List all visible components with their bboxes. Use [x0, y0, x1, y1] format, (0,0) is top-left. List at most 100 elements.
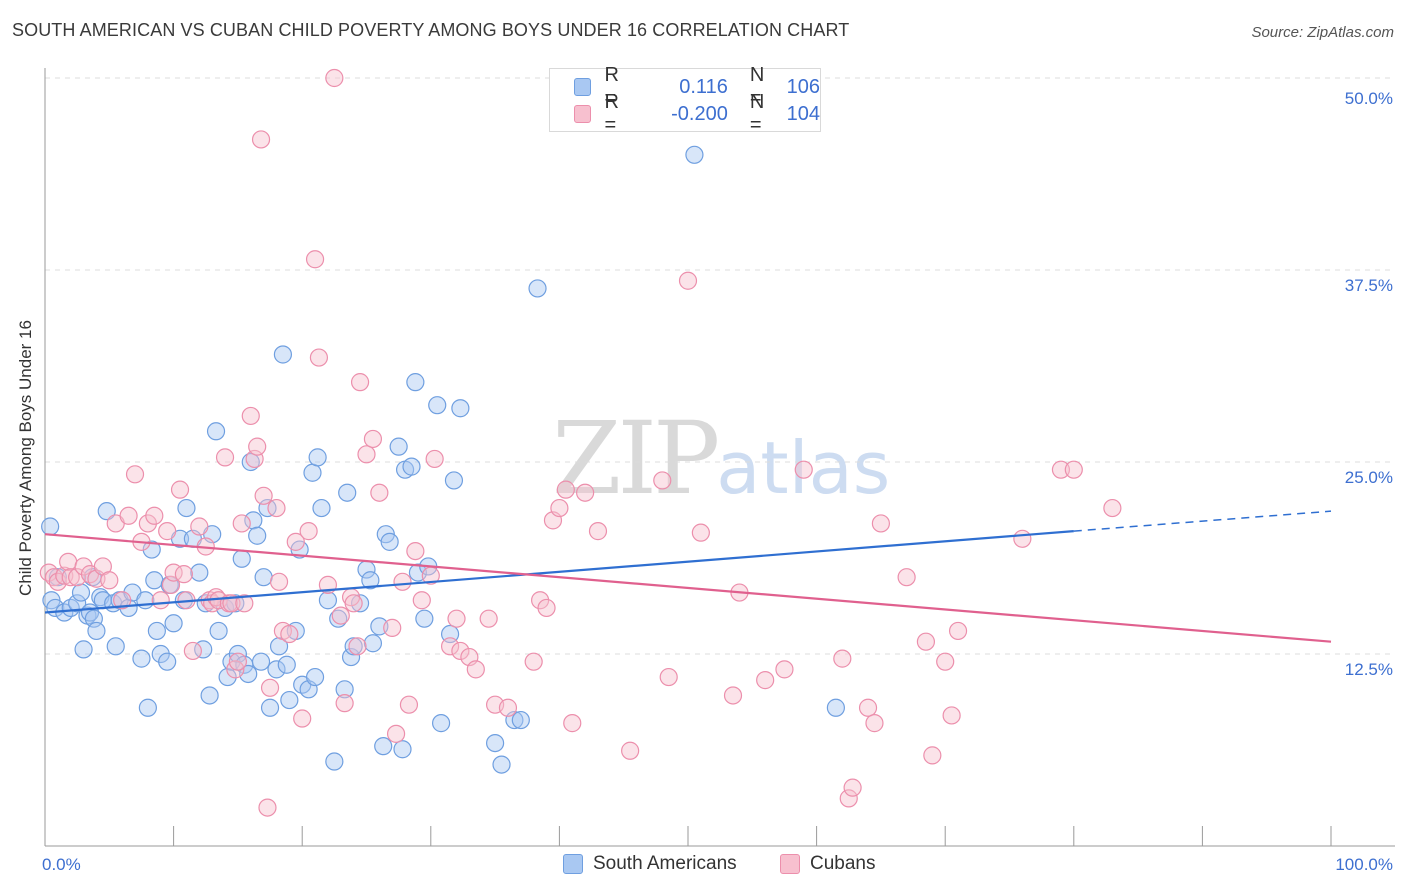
- south-american-point: [68, 594, 87, 613]
- cuban-point: [556, 480, 575, 499]
- cuban-point: [335, 694, 354, 713]
- cuban-point: [1103, 498, 1122, 518]
- south-american-point: [106, 637, 125, 656]
- cuban-point: [858, 698, 878, 717]
- south-american-point: [335, 680, 354, 699]
- cuban-point: [691, 523, 710, 542]
- cuban-point: [125, 465, 145, 484]
- cuban-point: [348, 637, 367, 656]
- watermark-zip: ZIP: [552, 400, 720, 517]
- cuban-point: [119, 506, 138, 525]
- blue-swatch-icon: [574, 78, 591, 96]
- y-axis-label: Child Poverty Among Boys Under 16: [16, 320, 35, 596]
- cuban-point: [386, 724, 406, 743]
- south-american-point: [200, 686, 219, 705]
- cuban-point: [916, 632, 936, 651]
- cuban-point: [794, 460, 813, 479]
- cuban-point: [1013, 529, 1032, 548]
- cuban-point: [370, 483, 389, 502]
- south-american-point: [444, 471, 464, 490]
- south-american-point: [492, 755, 511, 774]
- cuban-point: [113, 591, 132, 610]
- south-american-point: [344, 637, 363, 656]
- x-tick-label: 100.0%: [1335, 855, 1393, 874]
- cuban-point: [228, 652, 247, 671]
- cuban-point: [267, 498, 286, 518]
- cuban-point: [678, 271, 698, 290]
- bottom-legend-label: South Americans: [593, 853, 737, 874]
- cuban-point: [190, 517, 209, 536]
- cuban-point: [59, 552, 78, 571]
- cuban-point: [241, 406, 260, 426]
- south-american-point: [303, 463, 322, 482]
- south-american-point: [685, 145, 704, 164]
- cuban-point: [923, 746, 942, 765]
- y-tick-label: 25.0%: [1345, 468, 1393, 487]
- cuban-point: [466, 660, 485, 679]
- cuban-point: [325, 68, 344, 88]
- south-american-point: [41, 517, 60, 536]
- correlation-legend: R = 0.116 N = 106 R = -0.200 N = 104: [549, 64, 821, 136]
- cuban-point: [550, 498, 569, 518]
- south-american-point: [338, 483, 357, 502]
- south-american-point: [415, 609, 434, 628]
- south-american-point: [428, 396, 447, 415]
- cuban-point: [235, 594, 254, 613]
- cuban-point: [183, 641, 202, 661]
- cuban-point: [621, 741, 640, 760]
- cuban-point: [865, 714, 884, 733]
- south-american-point: [132, 649, 151, 668]
- x-tick-label: 0.0%: [42, 855, 81, 874]
- cuban-point: [659, 667, 678, 687]
- cuban-point: [251, 130, 271, 149]
- south-american-trendline-extension: [1073, 510, 1332, 532]
- cuban-trendline: [44, 533, 1332, 643]
- cuban-point: [576, 483, 595, 502]
- south-american-point: [341, 647, 361, 667]
- south-american-point: [451, 399, 470, 418]
- south-american-point: [826, 698, 845, 717]
- cuban-point: [215, 448, 235, 467]
- south-american-point: [305, 667, 325, 687]
- y-tick-label: 37.5%: [1345, 276, 1393, 295]
- cuban-point: [936, 652, 955, 671]
- south-american-point: [402, 457, 421, 476]
- south-american-point: [145, 571, 164, 590]
- legend-n-label: N =: [749, 64, 765, 109]
- south-american-point: [158, 652, 177, 671]
- south-american-point: [312, 498, 331, 518]
- south-american-point: [325, 752, 344, 771]
- cuban-point: [145, 506, 164, 525]
- cuban-point: [174, 565, 193, 584]
- south-american-point: [248, 526, 267, 545]
- cuban-point: [399, 695, 419, 714]
- cuban-point: [286, 532, 305, 551]
- south-american-point: [361, 571, 380, 590]
- cuban-point: [498, 698, 518, 717]
- pink-swatch-icon: [780, 854, 800, 874]
- pink-swatch-icon: [574, 105, 591, 123]
- cuban-point: [843, 778, 862, 797]
- bottom-legend-cubans: Cubans: [780, 851, 876, 877]
- legend-r-value: -0.200: [671, 102, 728, 125]
- south-american-point: [374, 737, 393, 756]
- cuban-point: [1064, 460, 1083, 479]
- south-american-point: [486, 733, 505, 753]
- south-american-point: [431, 714, 451, 733]
- south-american-point: [206, 422, 226, 441]
- south-american-point: [528, 279, 547, 298]
- south-american-point: [71, 583, 91, 602]
- south-american-point: [350, 594, 370, 613]
- cuban-point: [260, 678, 280, 697]
- south-american-point: [393, 740, 412, 759]
- cuban-point: [100, 571, 119, 590]
- cuban-point: [232, 514, 251, 533]
- cuban-point: [299, 522, 318, 541]
- cuban-point: [344, 594, 363, 613]
- cuban-point: [588, 522, 608, 541]
- cuban-point: [833, 649, 852, 668]
- south-american-point: [138, 698, 157, 717]
- south-american-point: [251, 652, 271, 671]
- legend-n-value: 104: [786, 102, 820, 125]
- cuban-point: [948, 621, 968, 641]
